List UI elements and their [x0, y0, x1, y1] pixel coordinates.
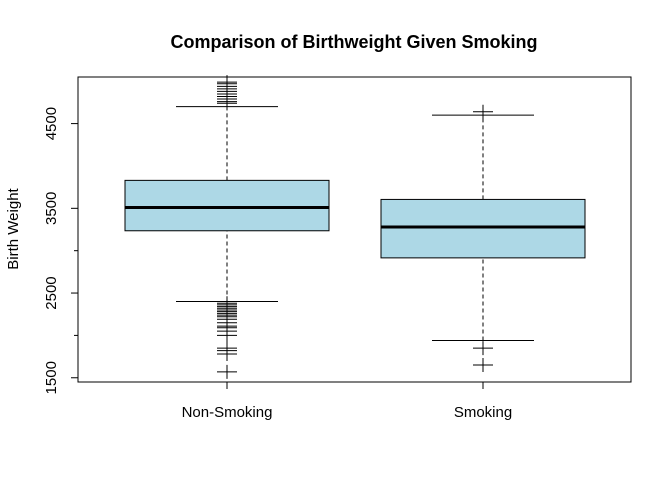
- x-category-label-non-smoking: Non-Smoking: [182, 404, 273, 421]
- chart-title: Comparison of Birthweight Given Smoking: [170, 32, 537, 52]
- y-tick-label-3500: 3500: [43, 192, 60, 225]
- box-smoking: [380, 198, 586, 259]
- y-axis-label: Birth Weight: [5, 187, 22, 269]
- plot-area: 1500 2500 3500 4500: [43, 75, 632, 394]
- y-tick-label-1500: 1500: [43, 361, 60, 394]
- y-tick-label-2500: 2500: [43, 276, 60, 309]
- box-non-smoking: [124, 179, 330, 232]
- x-category-label-smoking: Smoking: [454, 404, 512, 421]
- y-tick-label-4500: 4500: [43, 107, 60, 140]
